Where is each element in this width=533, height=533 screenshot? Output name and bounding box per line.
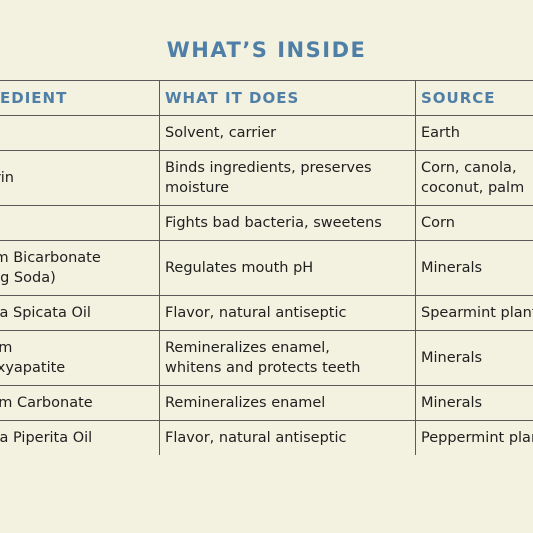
cell-text-line: Flavor, natural antiseptic xyxy=(165,430,347,446)
cell-text-line: Glycerin xyxy=(0,170,14,186)
ingredient-cell: Mentha Piperita Oil xyxy=(0,420,160,455)
ingredient-cell: Calcium Hydroxyapatite xyxy=(0,330,160,386)
cell-text-line: Sodium Bicarbonate xyxy=(0,250,101,266)
cell-text-line: Calcium xyxy=(0,338,154,358)
source-cell: Minerals xyxy=(415,330,533,386)
cell-text-line: Earth xyxy=(421,125,460,141)
cell-text-line: Xylitol xyxy=(0,213,154,233)
source-cell: Corn xyxy=(415,205,533,241)
what-it-does-cell: Flavor, natural antiseptic xyxy=(159,295,416,331)
cell-text-line: whitens and protects teeth xyxy=(165,360,361,376)
cell-text-line: coconut, palm xyxy=(421,180,525,196)
ingredient-cell: Xylitol xyxy=(0,205,160,241)
table-row: Calcium Hydroxyapatite Remineralizes ename… xyxy=(0,330,533,386)
column-header-what-it-does: WHAT IT DOES xyxy=(159,80,416,116)
cell-text-line: Peppermint plant xyxy=(421,430,533,446)
what-it-does-cell: Remineralizes enamel xyxy=(159,385,416,421)
cell-text-line: Minerals xyxy=(421,350,483,366)
column-header-source: SOURCE xyxy=(415,80,533,116)
cell-text-line: Regulates mouth pH xyxy=(165,260,314,276)
ingredient-cell: Glycerin xyxy=(0,150,160,206)
cell-text-line: Fights bad bacteria, sweetens xyxy=(165,215,382,231)
column-header-ingredient: INGREDIENT xyxy=(0,80,160,116)
source-cell: Earth xyxy=(415,115,533,151)
what-it-does-cell: Solvent, carrier xyxy=(159,115,416,151)
cell-text-line: Water xyxy=(0,123,154,143)
ingredient-cell: Sodium Bicarbonate (Baking Soda) xyxy=(0,240,160,296)
ingredients-table-container: INGREDIENT WHAT IT DOES SOURCE Water Solv… xyxy=(0,80,533,455)
cell-text-line: Mentha Spicata Oil xyxy=(0,305,91,321)
table-row: Glycerin Binds ingredients, preserves mois… xyxy=(0,150,533,206)
cell-text-line: Spearmint plant xyxy=(421,305,533,321)
source-cell: Minerals xyxy=(415,385,533,421)
ingredient-cell: Calcium Carbonate xyxy=(0,385,160,421)
source-cell: Peppermint plant xyxy=(415,420,533,455)
cell-text-line: Minerals xyxy=(421,395,483,411)
table-row: Mentha Spicata Oil Flavor, natural antise… xyxy=(0,295,533,331)
cell-text-line: (Baking Soda) xyxy=(0,270,56,286)
source-cell: Minerals xyxy=(415,240,533,296)
table-header-row: INGREDIENT WHAT IT DOES SOURCE xyxy=(0,80,533,116)
cell-text-line: Calcium Carbonate xyxy=(0,395,93,411)
cell-text-line: Flavor, natural antiseptic xyxy=(165,305,347,321)
table-row: Sodium Bicarbonate (Baking Soda) Regulates… xyxy=(0,240,533,296)
table-row: Water Solvent, carrier Earth xyxy=(0,115,533,151)
what-it-does-cell: Fights bad bacteria, sweetens xyxy=(159,205,416,241)
cell-text-line: Hydroxyapatite xyxy=(0,360,66,376)
source-cell: Spearmint plant xyxy=(415,295,533,331)
table-row: Calcium Carbonate Remineralizes enamel Min… xyxy=(0,385,533,421)
cell-text-line: Minerals xyxy=(421,260,483,276)
cell-text-line: Corn, canola, xyxy=(421,160,517,176)
ingredient-cell: Mentha Spicata Oil xyxy=(0,295,160,331)
cell-text-line: Remineralizes enamel, xyxy=(165,340,330,356)
source-cell: Corn, canola, coconut, palm xyxy=(415,150,533,206)
what-it-does-cell: Flavor, natural antiseptic xyxy=(159,420,416,455)
cell-text-line: Binds ingredients, preserves xyxy=(165,160,372,176)
cell-text-line: Corn xyxy=(421,215,455,231)
cell-text-line: Remineralizes enamel xyxy=(165,395,326,411)
cell-text-line: moisture xyxy=(165,180,230,196)
what-it-does-cell: Regulates mouth pH xyxy=(159,240,416,296)
ingredient-cell: Water xyxy=(0,115,160,151)
table-row: Mentha Piperita Oil Flavor, natural antis… xyxy=(0,420,533,455)
ingredients-table: INGREDIENT WHAT IT DOES SOURCE Water Solv… xyxy=(0,80,533,455)
table-row: Xylitol Fights bad bacteria, sweetens Corn xyxy=(0,205,533,241)
what-it-does-cell: Binds ingredients, preserves moisture xyxy=(159,150,416,206)
cell-text-line: Mentha Piperita Oil xyxy=(0,430,93,446)
cell-text-line: Solvent, carrier xyxy=(165,125,277,141)
page-title: WHAT’S INSIDE xyxy=(166,38,367,62)
what-it-does-cell: Remineralizes enamel, whitens and protect… xyxy=(159,330,416,386)
